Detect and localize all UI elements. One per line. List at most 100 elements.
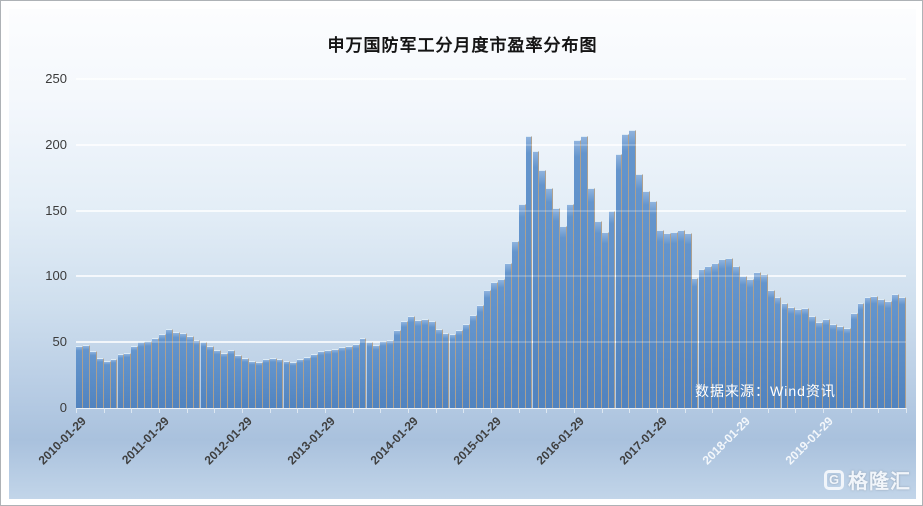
y-axis-label: 200 bbox=[45, 136, 67, 152]
bar bbox=[829, 323, 837, 408]
bar bbox=[511, 240, 519, 408]
bar bbox=[117, 354, 125, 408]
bar bbox=[131, 346, 139, 408]
bar bbox=[331, 348, 339, 408]
bar-series bbox=[76, 79, 906, 408]
x-axis-label: 2013-01-29 bbox=[285, 414, 339, 468]
bar bbox=[165, 329, 173, 408]
bar bbox=[781, 302, 789, 408]
bar bbox=[691, 277, 699, 408]
bar bbox=[712, 263, 720, 408]
x-axis-tick bbox=[408, 408, 409, 413]
x-axis-tick bbox=[242, 408, 243, 413]
gridline-100 bbox=[76, 275, 906, 278]
bar bbox=[262, 359, 270, 408]
x-axis-tick bbox=[103, 408, 105, 413]
bar bbox=[733, 265, 740, 408]
chart-area: 申万国防军工分月度市盈率分布图 0 50 100 150 200 250 2010-01-… bbox=[9, 9, 916, 499]
bar bbox=[657, 230, 664, 408]
y-axis-label: 100 bbox=[45, 268, 67, 284]
bar bbox=[408, 315, 415, 408]
bar bbox=[795, 309, 803, 408]
bar bbox=[242, 358, 249, 408]
bar bbox=[567, 204, 574, 408]
bar bbox=[394, 330, 402, 408]
bar bbox=[823, 318, 830, 408]
x-axis-tick bbox=[131, 408, 133, 413]
bar bbox=[414, 319, 422, 408]
bar bbox=[172, 331, 180, 408]
bar bbox=[318, 351, 325, 408]
bar bbox=[235, 355, 242, 408]
bar bbox=[726, 257, 734, 408]
bar bbox=[304, 356, 312, 408]
bar bbox=[546, 188, 554, 408]
bar bbox=[650, 201, 657, 408]
bar bbox=[255, 361, 263, 408]
x-axis-tick bbox=[795, 408, 797, 413]
bar bbox=[477, 305, 485, 408]
gridline-overlay bbox=[76, 143, 906, 146]
bar bbox=[421, 318, 429, 408]
bar bbox=[809, 315, 817, 408]
bar bbox=[629, 130, 637, 408]
bar bbox=[269, 358, 277, 408]
bar bbox=[463, 323, 471, 408]
bar bbox=[276, 359, 284, 408]
bar bbox=[850, 313, 858, 408]
x-axis-tick bbox=[214, 408, 216, 413]
x-axis-tick bbox=[546, 408, 548, 413]
bar bbox=[767, 289, 775, 408]
x-axis-tick bbox=[823, 408, 824, 413]
bar bbox=[345, 346, 353, 408]
bar bbox=[740, 276, 747, 408]
y-axis-label: 150 bbox=[45, 202, 67, 218]
bar bbox=[352, 343, 360, 408]
bar bbox=[428, 321, 436, 408]
bar bbox=[200, 342, 208, 408]
bar bbox=[435, 329, 443, 408]
x-axis-tick bbox=[878, 408, 880, 413]
x-axis-tick bbox=[463, 408, 465, 413]
bar bbox=[110, 359, 118, 408]
bar bbox=[760, 273, 768, 408]
x-axis-tick bbox=[574, 408, 575, 413]
bar bbox=[124, 352, 132, 408]
bar bbox=[899, 297, 906, 408]
bar bbox=[553, 207, 561, 408]
bar bbox=[698, 268, 706, 408]
bar bbox=[497, 279, 505, 408]
bar bbox=[179, 333, 187, 408]
x-axis-tick bbox=[491, 408, 492, 413]
x-axis-tick bbox=[269, 408, 271, 413]
bar bbox=[892, 293, 900, 408]
bar bbox=[539, 169, 547, 408]
x-axis-tick bbox=[518, 408, 520, 413]
x-axis-label: 2017-01-29 bbox=[617, 414, 671, 468]
bar bbox=[401, 321, 408, 408]
bar bbox=[816, 322, 823, 408]
x-axis-tick bbox=[601, 408, 603, 413]
bar bbox=[373, 344, 381, 408]
bar bbox=[746, 279, 754, 408]
x-axis-label: 2015-01-29 bbox=[451, 414, 505, 468]
bar bbox=[221, 352, 229, 408]
bar bbox=[366, 342, 374, 408]
bar bbox=[456, 330, 464, 408]
y-axis-label: 0 bbox=[59, 400, 67, 415]
bar bbox=[311, 354, 319, 408]
bar bbox=[532, 151, 540, 408]
x-axis-tick bbox=[767, 408, 769, 413]
x-axis-label: 2011-01-29 bbox=[119, 414, 173, 467]
bar bbox=[325, 350, 332, 408]
bar bbox=[89, 351, 97, 408]
x-axis-tick bbox=[159, 408, 160, 413]
bar bbox=[719, 259, 727, 408]
bar bbox=[836, 326, 844, 408]
gelonghui-logo-text: 格隆汇 bbox=[848, 471, 911, 493]
bar bbox=[214, 350, 222, 408]
bar bbox=[76, 346, 83, 408]
bar bbox=[636, 173, 644, 408]
bar bbox=[152, 338, 159, 408]
